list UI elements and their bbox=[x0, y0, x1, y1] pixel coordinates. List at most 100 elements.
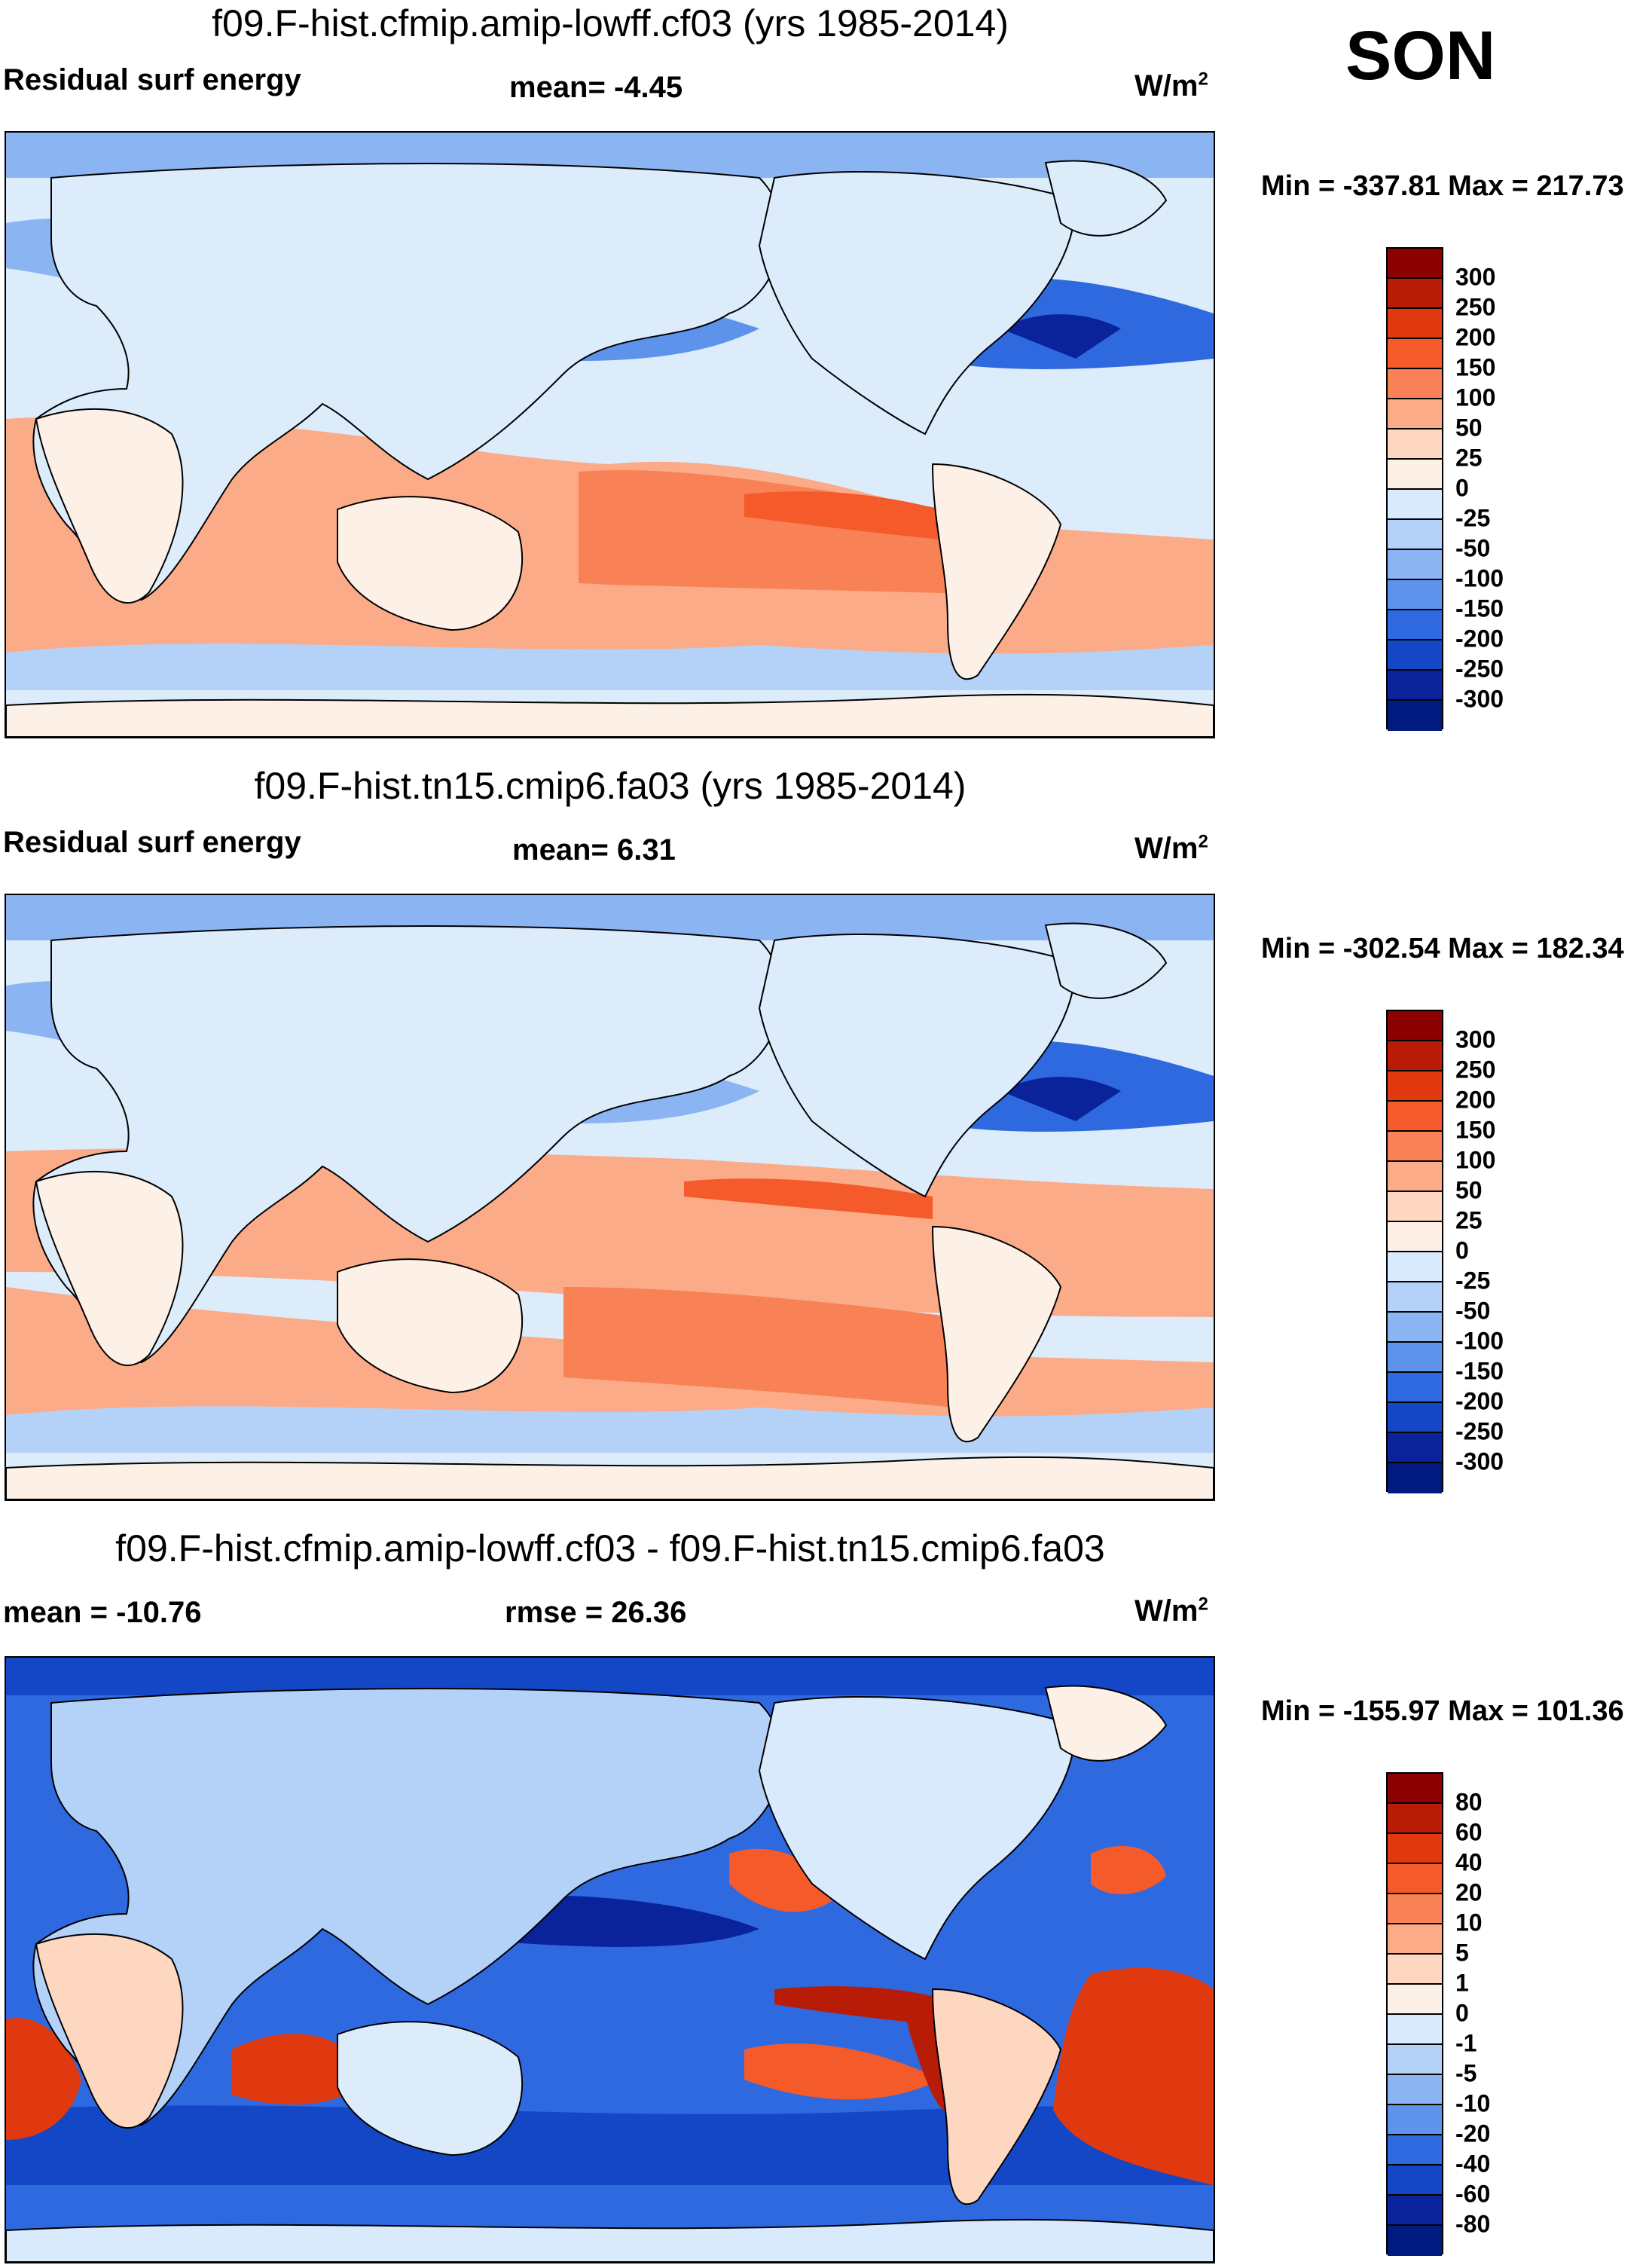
panel1-left-label: Residual surf energy bbox=[3, 63, 301, 96]
colorbar-swatch bbox=[1388, 520, 1442, 550]
colorbar-tick-label: -300 bbox=[1455, 685, 1504, 713]
colorbar-swatch bbox=[1388, 429, 1442, 460]
panel2-mean: mean= 6.31 bbox=[512, 833, 676, 867]
colorbar-tick-label: -20 bbox=[1455, 2120, 1491, 2147]
colorbar-tick-label: 300 bbox=[1455, 263, 1496, 291]
colorbar-swatch bbox=[1388, 1373, 1442, 1403]
colorbar-swatch bbox=[1388, 671, 1442, 701]
colorbar-swatch bbox=[1388, 2135, 1442, 2166]
colorbar-tick-label: 1 bbox=[1455, 1969, 1469, 1997]
colorbar-tick-label: -100 bbox=[1455, 1327, 1504, 1355]
panel3-map-graphic bbox=[6, 1658, 1214, 2262]
panel2-map-graphic bbox=[6, 895, 1214, 1499]
colorbar-swatch bbox=[1388, 1011, 1442, 1041]
colorbar-tick-label: 10 bbox=[1455, 1909, 1483, 1936]
panel1-title: f09.F-hist.cfmip.amip-lowff.cf03 (yrs 19… bbox=[212, 2, 1009, 44]
colorbar-swatch bbox=[1388, 2015, 1442, 2045]
colorbar-tick-label: -200 bbox=[1455, 1387, 1504, 1415]
colorbar-swatch bbox=[1388, 1834, 1442, 1864]
colorbar-swatch bbox=[1388, 2075, 1442, 2105]
colorbar-tick-label: 25 bbox=[1455, 1206, 1483, 1234]
panel1-mean: mean= -4.45 bbox=[509, 71, 683, 104]
colorbar-swatch bbox=[1388, 1252, 1442, 1282]
colorbar-swatch bbox=[1388, 460, 1442, 490]
colorbar-tick-label: 200 bbox=[1455, 1086, 1496, 1114]
colorbar-tick-label: 25 bbox=[1455, 444, 1483, 472]
colorbar-tick-label: -10 bbox=[1455, 2089, 1491, 2117]
colorbar-swatch bbox=[1388, 1102, 1442, 1132]
colorbar-tick-label: -25 bbox=[1455, 1267, 1491, 1294]
colorbar-tick-label: 60 bbox=[1455, 1818, 1483, 1846]
season-label: SON bbox=[1345, 17, 1496, 94]
panel2-units: W/m2 bbox=[1135, 831, 1208, 865]
panel3-colorbar-boxes bbox=[1386, 1772, 1443, 2256]
colorbar-tick-label: -150 bbox=[1455, 595, 1504, 622]
panel1-colorbar-boxes bbox=[1386, 247, 1443, 731]
colorbar-swatch bbox=[1388, 369, 1442, 399]
colorbar-swatch bbox=[1388, 1985, 1442, 2015]
colorbar-tick-label: 0 bbox=[1455, 474, 1469, 502]
panel1-units: W/m2 bbox=[1135, 69, 1208, 102]
colorbar-tick-label: 5 bbox=[1455, 1939, 1469, 1967]
colorbar-tick-label: 150 bbox=[1455, 353, 1496, 381]
colorbar-swatch bbox=[1388, 1774, 1442, 1804]
colorbar-tick-label: 50 bbox=[1455, 1176, 1483, 1204]
panel3-title: f09.F-hist.cfmip.amip-lowff.cf03 - f09.F… bbox=[115, 1527, 1105, 1570]
panel1-colorbar: 300 250 200 150 100 50 25 0 -25 -50 -100 -150 -200 -2… bbox=[1386, 247, 1612, 731]
colorbar-swatch bbox=[1388, 1313, 1442, 1343]
colorbar-tick-label: 0 bbox=[1455, 1236, 1469, 1264]
panel3-units: W/m2 bbox=[1135, 1594, 1208, 1628]
colorbar-tick-label: -80 bbox=[1455, 2210, 1491, 2238]
colorbar-swatch bbox=[1388, 1071, 1442, 1102]
colorbar-tick-label: -200 bbox=[1455, 625, 1504, 653]
colorbar-tick-label: -60 bbox=[1455, 2180, 1491, 2208]
panel2-left-label: Residual surf energy bbox=[3, 826, 301, 859]
colorbar-tick-label: -50 bbox=[1455, 534, 1491, 562]
colorbar-tick-label: -250 bbox=[1455, 1417, 1504, 1445]
colorbar-tick-label: -100 bbox=[1455, 564, 1504, 592]
panel3-minmax: Min = -155.97 Max = 101.36 bbox=[1261, 1695, 1624, 1727]
colorbar-tick-label: -250 bbox=[1455, 655, 1504, 683]
colorbar-tick-label: 200 bbox=[1455, 323, 1496, 351]
colorbar-tick-label: 300 bbox=[1455, 1025, 1496, 1053]
colorbar-tick-label: 80 bbox=[1455, 1788, 1483, 1816]
colorbar-tick-label: 40 bbox=[1455, 1848, 1483, 1876]
colorbar-swatch bbox=[1388, 2166, 1442, 2196]
colorbar-swatch bbox=[1388, 309, 1442, 339]
colorbar-tick-label: 0 bbox=[1455, 1999, 1469, 2027]
colorbar-swatch bbox=[1388, 1955, 1442, 1985]
colorbar-swatch bbox=[1388, 1804, 1442, 1834]
colorbar-swatch bbox=[1388, 1132, 1442, 1162]
panel2-map bbox=[5, 894, 1215, 1501]
colorbar-swatch bbox=[1388, 1894, 1442, 1924]
colorbar-swatch bbox=[1388, 1282, 1442, 1313]
panel3-colorbar: 80 60 40 20 10 5 1 0 -1 -5 -10 -20 -40 -60 -80 bbox=[1386, 1772, 1612, 2256]
colorbar-swatch bbox=[1388, 1463, 1442, 1493]
colorbar-swatch bbox=[1388, 1041, 1442, 1071]
colorbar-swatch bbox=[1388, 2196, 1442, 2226]
panel2-minmax: Min = -302.54 Max = 182.34 bbox=[1261, 933, 1624, 964]
panel1-minmax: Min = -337.81 Max = 217.73 bbox=[1261, 170, 1624, 202]
colorbar-tick-label: 20 bbox=[1455, 1878, 1483, 1906]
colorbar-tick-label: -300 bbox=[1455, 1447, 1504, 1475]
colorbar-swatch bbox=[1388, 249, 1442, 279]
colorbar-tick-label: -5 bbox=[1455, 2059, 1477, 2087]
colorbar-tick-label: -1 bbox=[1455, 2029, 1477, 2057]
colorbar-tick-label: 100 bbox=[1455, 384, 1496, 411]
colorbar-swatch bbox=[1388, 2226, 1442, 2256]
colorbar-swatch bbox=[1388, 1924, 1442, 1955]
colorbar-swatch bbox=[1388, 701, 1442, 731]
colorbar-swatch bbox=[1388, 610, 1442, 640]
colorbar-tick-label: 150 bbox=[1455, 1116, 1496, 1144]
colorbar-swatch bbox=[1388, 2105, 1442, 2135]
colorbar-swatch bbox=[1388, 640, 1442, 671]
colorbar-tick-label: -25 bbox=[1455, 504, 1491, 532]
colorbar-swatch bbox=[1388, 490, 1442, 520]
colorbar-tick-label: -150 bbox=[1455, 1357, 1504, 1385]
panel2-title: f09.F-hist.tn15.cmip6.fa03 (yrs 1985-201… bbox=[254, 765, 967, 807]
panel2-colorbar-boxes bbox=[1386, 1010, 1443, 1493]
colorbar-swatch bbox=[1388, 1343, 1442, 1373]
colorbar-swatch bbox=[1388, 1192, 1442, 1222]
colorbar-swatch bbox=[1388, 580, 1442, 610]
colorbar-swatch bbox=[1388, 1162, 1442, 1192]
